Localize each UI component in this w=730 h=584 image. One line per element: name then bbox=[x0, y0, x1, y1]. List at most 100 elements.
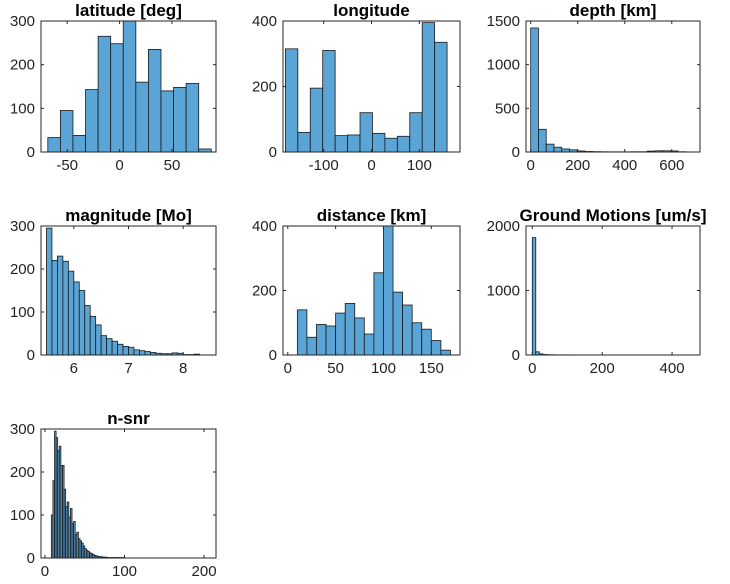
x-tick-label: 600 bbox=[659, 157, 684, 174]
histogram-bar bbox=[392, 291, 403, 356]
histogram-bar bbox=[409, 112, 423, 153]
x-tick-label: 0 bbox=[528, 360, 536, 377]
x-tick-label: 150 bbox=[419, 360, 444, 377]
histogram-bar bbox=[309, 87, 324, 153]
chart-title: latitude [deg] bbox=[75, 1, 182, 20]
y-tick-label: 100 bbox=[10, 304, 35, 321]
y-tick-label: 200 bbox=[10, 464, 35, 481]
y-tick-label: 0 bbox=[269, 144, 277, 161]
plot-area bbox=[526, 21, 700, 152]
x-tick-label: 200 bbox=[565, 157, 590, 174]
histogram-bar bbox=[47, 137, 61, 153]
histogram-bar bbox=[72, 135, 86, 153]
y-tick-label: 400 bbox=[252, 218, 277, 235]
histogram-bar bbox=[135, 81, 149, 153]
x-tick-label: 200 bbox=[590, 360, 615, 377]
y-tick-label: 300 bbox=[10, 218, 35, 235]
histogram-bar bbox=[284, 48, 299, 153]
y-tick-label: 0 bbox=[27, 144, 35, 161]
histogram-bar bbox=[530, 27, 539, 153]
y-tick-label: 500 bbox=[495, 100, 520, 117]
histogram-bar bbox=[97, 35, 112, 153]
histogram-bar bbox=[117, 343, 124, 356]
x-tick-label: 6 bbox=[70, 360, 78, 377]
y-tick-label: 0 bbox=[269, 347, 277, 364]
histogram-bar bbox=[325, 325, 337, 356]
histogram-panel: Ground Motions [um/s] 0 200 400 0 1000 2000 bbox=[487, 206, 707, 377]
histogram-bar bbox=[89, 315, 97, 356]
histogram-bar bbox=[173, 86, 187, 153]
histogram-bar bbox=[538, 128, 547, 153]
histogram-panel: distance [km] 0 50 100 150 0 200 400 bbox=[252, 206, 461, 377]
y-tick-label: 300 bbox=[10, 13, 35, 30]
histogram-bar bbox=[347, 134, 361, 153]
histogram-bar bbox=[316, 323, 327, 356]
x-tick-label: 0 bbox=[367, 157, 375, 174]
axes-frame bbox=[40, 428, 217, 559]
y-tick-label: 200 bbox=[252, 283, 277, 300]
y-tick-label: 300 bbox=[10, 421, 35, 438]
histogram-bar bbox=[363, 333, 375, 356]
x-tick-label: 8 bbox=[179, 360, 187, 377]
chart-title: Ground Motions [um/s] bbox=[520, 206, 707, 225]
histogram-bar bbox=[553, 146, 563, 153]
x-tick-label: 0 bbox=[41, 563, 49, 580]
histogram-bar bbox=[384, 137, 398, 153]
histogram-bar bbox=[531, 237, 537, 356]
histogram-panel: n-snr 0 100 200 0 100 200 300 bbox=[10, 409, 217, 580]
histogram-bar bbox=[46, 227, 53, 356]
chart-title: longitude bbox=[333, 1, 409, 20]
y-tick-label: 2000 bbox=[487, 218, 520, 235]
histogram-bar bbox=[354, 317, 365, 356]
histogram-bar bbox=[133, 349, 140, 356]
y-tick-label: 0 bbox=[27, 347, 35, 364]
plot-area bbox=[526, 226, 700, 355]
axes-frame bbox=[40, 20, 217, 153]
histogram-bar bbox=[110, 43, 124, 153]
histogram-bar bbox=[396, 135, 411, 153]
histogram-bar bbox=[128, 346, 135, 356]
histogram-bar bbox=[148, 48, 162, 153]
histogram-bar bbox=[59, 110, 74, 153]
histogram-bar bbox=[373, 272, 384, 356]
histogram-bar bbox=[434, 41, 448, 153]
x-tick-label: 400 bbox=[660, 360, 685, 377]
histogram-bar bbox=[95, 324, 102, 356]
x-tick-label: 400 bbox=[612, 157, 637, 174]
x-tick-label: 50 bbox=[327, 360, 344, 377]
histogram-bar bbox=[297, 131, 311, 153]
histogram-bar bbox=[62, 260, 69, 356]
x-tick-label: 50 bbox=[164, 157, 181, 174]
y-tick-label: 200 bbox=[10, 57, 35, 74]
histogram-bar bbox=[306, 336, 317, 356]
histogram-bar bbox=[421, 328, 432, 356]
histogram-bar bbox=[359, 112, 373, 153]
y-tick-label: 200 bbox=[252, 79, 277, 96]
histogram-bar bbox=[402, 304, 413, 356]
y-tick-label: 400 bbox=[252, 13, 277, 30]
histogram-bar bbox=[421, 22, 436, 153]
histogram-bar bbox=[440, 349, 451, 356]
x-tick-label: -100 bbox=[309, 157, 339, 174]
histogram-bar bbox=[322, 50, 336, 153]
x-tick-label: 100 bbox=[112, 563, 137, 580]
histogram-bar bbox=[139, 350, 146, 356]
histogram-bar bbox=[122, 345, 129, 356]
y-tick-label: 0 bbox=[512, 144, 520, 161]
chart-title: distance [km] bbox=[317, 206, 427, 225]
chart-title: n-snr bbox=[107, 409, 150, 428]
chart-title: depth [km] bbox=[570, 1, 657, 20]
histogram-bar bbox=[67, 270, 75, 356]
histogram-panel: magnitude [Mo] 6 7 8 0 100 200 300 bbox=[10, 206, 217, 377]
histogram-bar bbox=[334, 135, 348, 153]
histogram-bar bbox=[545, 143, 555, 153]
x-tick-label: 0 bbox=[284, 360, 292, 377]
histogram-bar bbox=[84, 305, 91, 356]
histogram-bar bbox=[296, 309, 308, 356]
x-tick-label: 100 bbox=[407, 157, 432, 174]
histogram-bar bbox=[383, 225, 394, 356]
histogram-bar bbox=[430, 340, 442, 356]
histogram-bar bbox=[185, 83, 200, 153]
x-tick-label: 100 bbox=[371, 360, 396, 377]
